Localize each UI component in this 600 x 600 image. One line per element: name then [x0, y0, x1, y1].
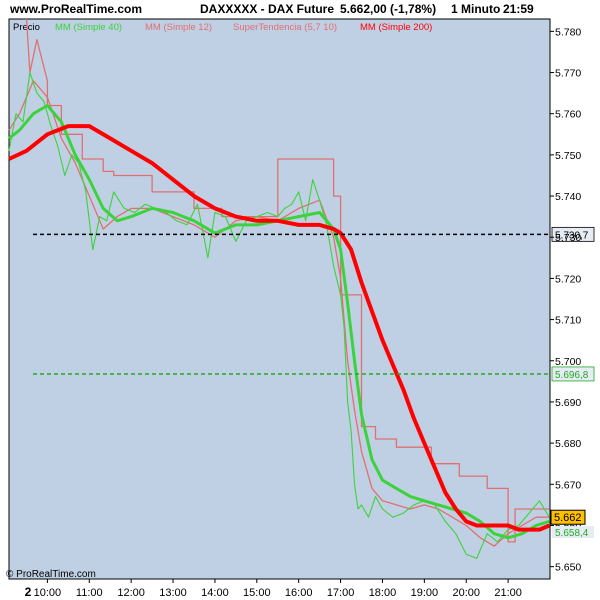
y-tick-label: 5.740	[555, 191, 581, 203]
series-line-precio	[8, 71, 550, 559]
y-tick-label: 5.760	[555, 109, 581, 121]
watermark: © ProRealTime.com	[6, 569, 96, 580]
x-tick-label: 14:00	[201, 587, 229, 599]
reference-lines: 5.730,7 5.696,8	[33, 226, 595, 382]
x-tick-label: 16:00	[285, 587, 313, 599]
last-price-label: 5.662	[554, 512, 582, 524]
series-line-mm-simple-200	[8, 124, 551, 532]
x-tick-label: 19:00	[411, 587, 439, 599]
series-line-mm-simple-40	[8, 104, 550, 540]
site-name[interactable]: www.ProRealTime.com	[10, 2, 143, 16]
legend-entry: MM (Simple 200)	[360, 22, 432, 33]
reference-line-label-box	[551, 366, 595, 382]
clock-time: 21:59	[503, 2, 534, 16]
x-tick-label: 15:00	[243, 587, 271, 599]
x-tick-label: 21:00	[494, 587, 522, 599]
x-tick-label: 12:00	[117, 587, 145, 599]
y-tick-label: 5.750	[555, 150, 581, 162]
y-axis: 5.780 5.770 5.760 5.750 5.740 5.730 5.720 5.710…	[550, 26, 581, 574]
plot-area[interactable]	[8, 18, 551, 580]
reference-line-label: 5.730,7	[555, 230, 589, 241]
x-tick-label: 18:00	[369, 587, 397, 599]
chart-header: www.ProRealTime.com DAXXXXX - DAX Future…	[0, 0, 600, 17]
instrument-name: DAXXXXX - DAX Future	[200, 2, 335, 16]
y-tick-label: 5.690	[555, 397, 581, 409]
x-axis: 10:00 11:00 12:00 13:00 14:00 15:00 16:00 17:00…	[25, 579, 522, 599]
legend-entry: SuperTendencia (5,7 10)	[233, 22, 337, 33]
y-tick-label: 5.780	[555, 26, 581, 38]
timeframe-label[interactable]: 1 Minuto	[451, 2, 501, 16]
y-tick-label: 5.730	[555, 232, 581, 244]
y-tick-label: 5.720	[555, 273, 581, 285]
last-price-box	[550, 509, 586, 525]
x-tick-label: 13:00	[159, 587, 187, 599]
price-change: 5.662,00 (-1,78%)	[340, 2, 437, 16]
x-day-label: 2	[25, 585, 32, 599]
reference-line-label-box	[551, 226, 595, 242]
side-label: 5.658,4	[555, 528, 589, 539]
y-tick-label: 5.670	[555, 479, 581, 491]
y-tick-label: 5.650	[555, 562, 581, 574]
series-layer	[8, 18, 551, 559]
legend-entry: MM (Simple 12)	[145, 22, 212, 33]
reference-line-label: 5.696,8	[555, 370, 589, 381]
series-line-supertendencia-5-7-10	[25, 18, 550, 543]
y-tick-label: 5.710	[555, 315, 581, 327]
x-tick-label: 11:00	[76, 587, 103, 599]
y-tick-label: 5.680	[555, 438, 581, 450]
y-tick-label: 5.770	[555, 68, 581, 80]
legend-entry: MM (Simple 40)	[55, 22, 122, 33]
x-tick-label: 10:00	[34, 587, 62, 599]
x-tick-label: 17:00	[327, 587, 355, 599]
price-markers: 5.658,4 5.662	[550, 509, 594, 539]
side-label-box	[552, 526, 594, 539]
x-tick-label: 20:00	[452, 587, 480, 599]
y-tick-label: 5.700	[555, 356, 581, 368]
